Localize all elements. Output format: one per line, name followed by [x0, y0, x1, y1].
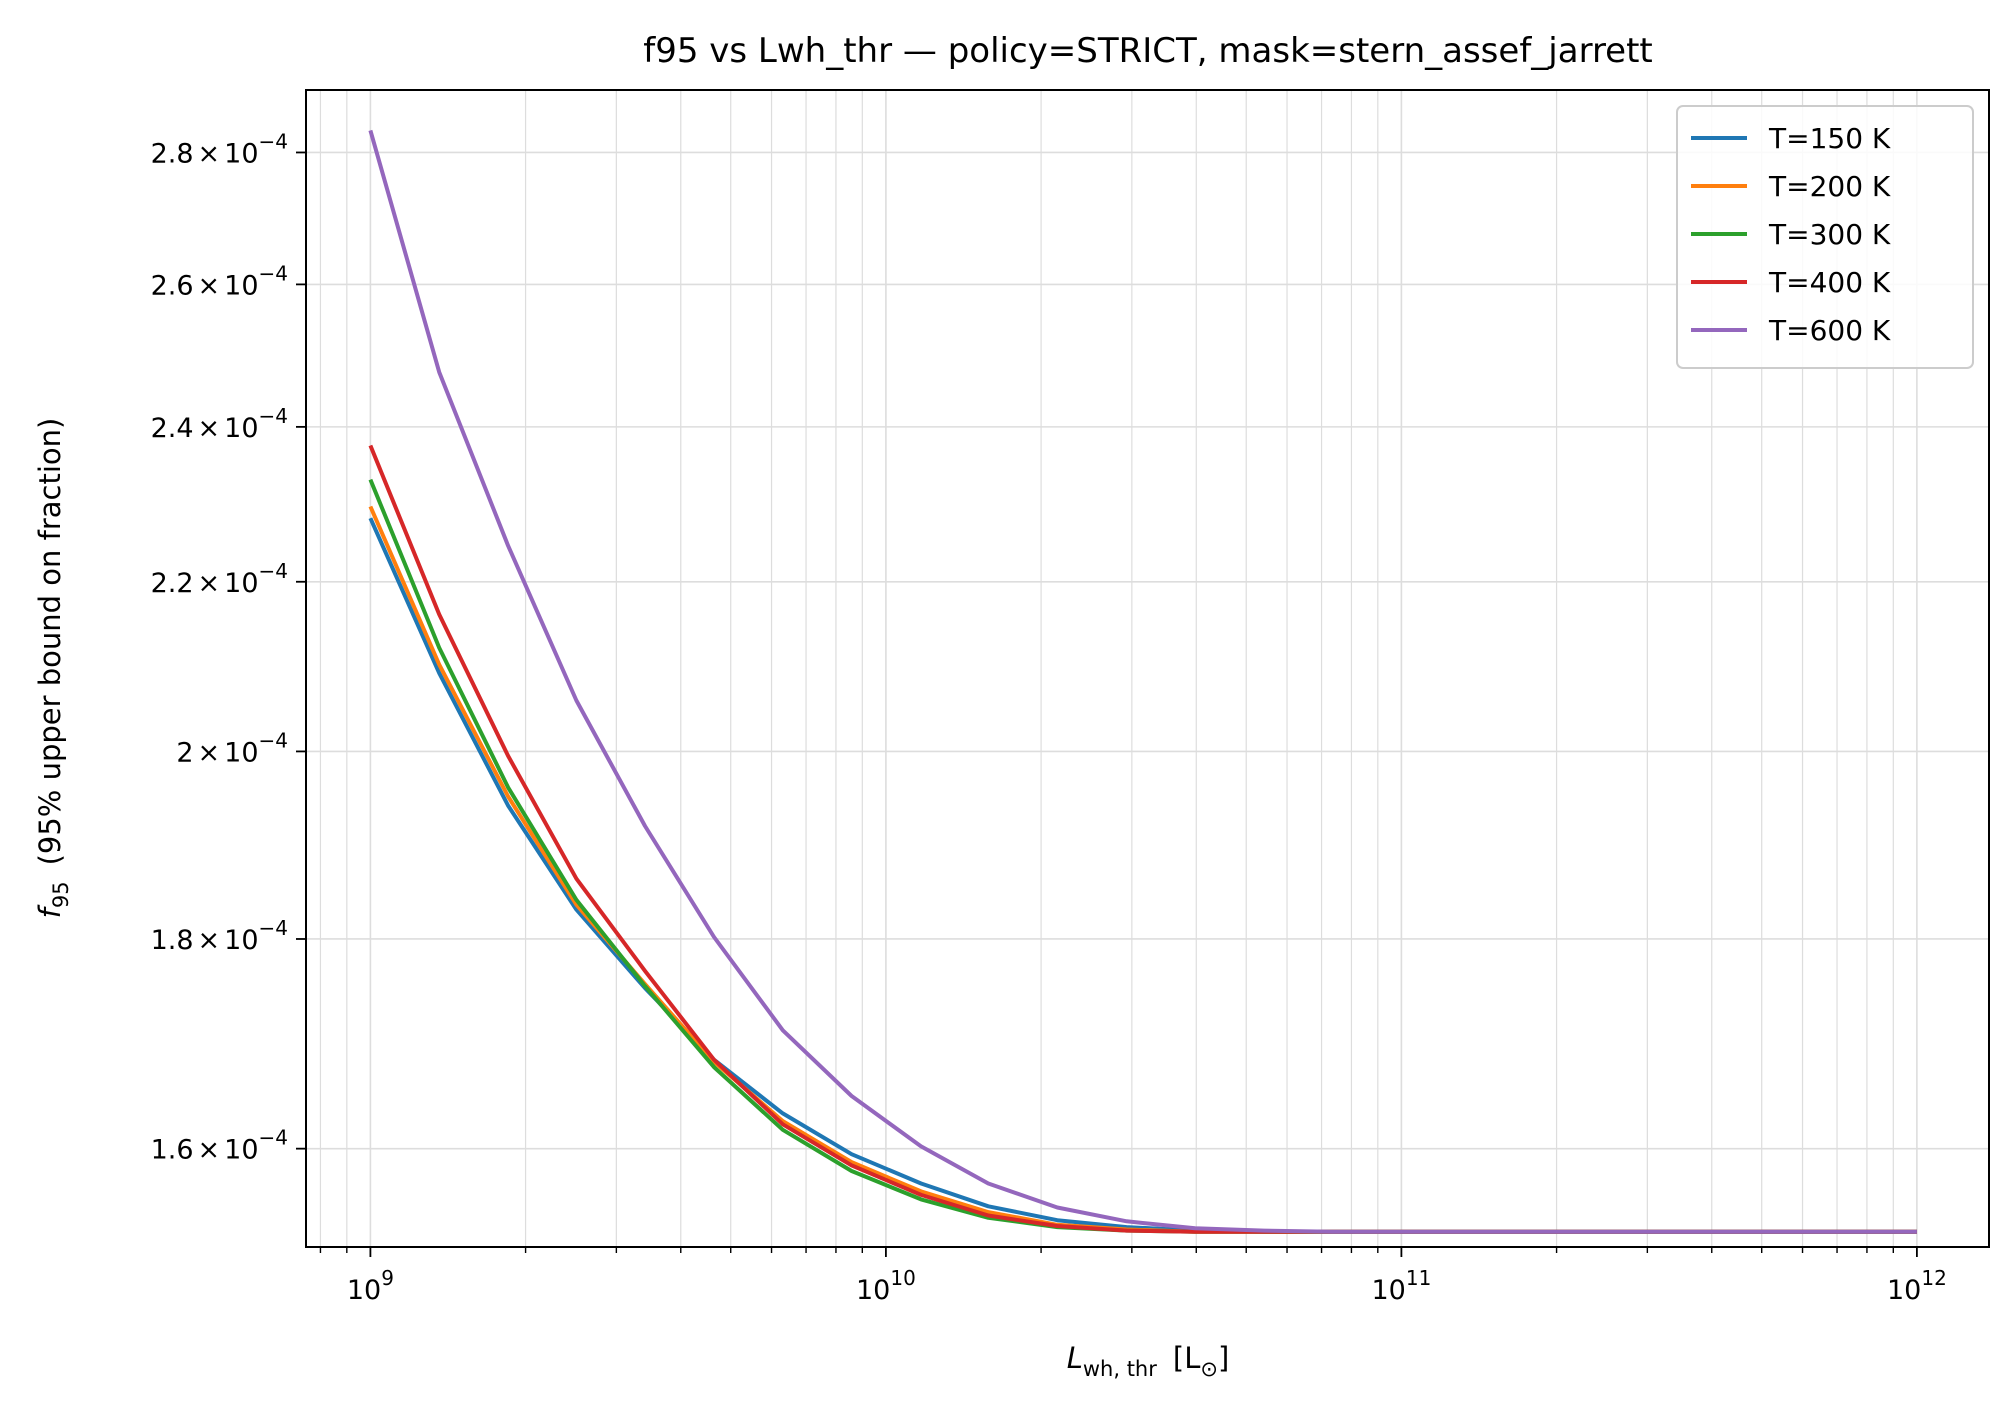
- legend-box: [1676, 105, 1974, 369]
- y-axis: 1.6 × 10−41.8 × 10−42 × 10−42.2 × 10−42.4 × 10−42.…: [151, 129, 306, 1166]
- legend-label-3: T=300 K: [1768, 218, 1891, 251]
- y-tick-times: ×: [198, 413, 221, 444]
- legend-label-1: T=150 K: [1768, 122, 1891, 155]
- y-tick-label: 2.2 × 10−4: [151, 559, 288, 599]
- y-tick-mantissa: 2.4: [151, 413, 194, 444]
- y-axis-label: f95(95% upper bound on fraction): [33, 418, 73, 919]
- y-tick-times: ×: [198, 568, 221, 599]
- x-axis-label: Lwh, thr [L⊙]: [1067, 1341, 1230, 1381]
- y-tick-exponent: −4: [259, 916, 288, 940]
- y-label-sub: 95: [49, 881, 73, 908]
- y-tick-base: 10: [224, 270, 258, 301]
- y-tick-label: 1.6 × 10−4: [151, 1126, 288, 1166]
- y-tick-label: 2.4 × 10−4: [151, 404, 288, 444]
- legend-label-2: T=200 K: [1768, 170, 1891, 203]
- y-tick-times: ×: [198, 1135, 221, 1166]
- x-label-close: ]: [1218, 1341, 1229, 1375]
- chart-title: f95 vs Lwh_thr — policy=STRICT, mask=ste…: [643, 31, 1653, 71]
- y-tick-times: ×: [198, 737, 221, 768]
- y-tick-exponent: −4: [259, 559, 288, 583]
- y-tick-times: ×: [198, 138, 221, 169]
- x-label-sub2: ⊙: [1200, 1357, 1218, 1381]
- x-tick-exponent: 9: [381, 1266, 394, 1290]
- x-tick-exponent: 11: [1406, 1266, 1431, 1290]
- y-tick-label: 2.8 × 10−4: [151, 129, 288, 169]
- y-tick-base: 10: [224, 413, 258, 444]
- y-tick-mantissa: 2: [176, 737, 193, 768]
- x-tick-label: 109: [347, 1266, 394, 1306]
- legend: T=150 K T=200 K T=300 K T=400 K T=600 K: [1676, 105, 1974, 369]
- y-tick-exponent: −4: [259, 1126, 288, 1150]
- x-tick-exponent: 12: [1921, 1266, 1946, 1290]
- x-tick-exponent: 10: [890, 1266, 915, 1290]
- x-axis: 109 1010 1011 1012: [319, 1247, 1947, 1306]
- y-tick-exponent: −4: [259, 728, 288, 752]
- x-tick-base: 10: [1371, 1275, 1405, 1306]
- y-tick-base: 10: [224, 737, 258, 768]
- y-tick-label: 2 × 10−4: [176, 728, 288, 768]
- y-tick-mantissa: 2.6: [151, 270, 194, 301]
- y-tick-base: 10: [224, 1135, 258, 1166]
- x-tick-label: 1010: [856, 1266, 916, 1306]
- y-tick-mantissa: 1.6: [151, 1135, 194, 1166]
- y-tick-label: 1.8 × 10−4: [151, 916, 288, 956]
- y-tick-base: 10: [224, 138, 258, 169]
- y-tick-mantissa: 1.8: [151, 925, 194, 956]
- x-tick-base: 10: [856, 1275, 890, 1306]
- y-tick-mantissa: 2.2: [151, 568, 194, 599]
- y-tick-exponent: −4: [259, 129, 288, 153]
- y-label-rest: (95% upper bound on fraction): [33, 418, 67, 866]
- y-tick-times: ×: [198, 925, 221, 956]
- y-tick-base: 10: [224, 925, 258, 956]
- y-tick-base: 10: [224, 568, 258, 599]
- x-tick-base: 10: [1887, 1275, 1921, 1306]
- x-label-sub: wh, thr: [1083, 1357, 1157, 1381]
- y-tick-exponent: −4: [259, 404, 288, 428]
- y-tick-exponent: −4: [259, 261, 288, 285]
- series-group: [368, 129, 1917, 1234]
- y-tick-times: ×: [198, 270, 221, 301]
- x-tick-base: 10: [347, 1275, 381, 1306]
- x-label-main: L: [1067, 1341, 1083, 1375]
- y-tick-mantissa: 2.8: [151, 138, 194, 169]
- legend-label-4: T=400 K: [1768, 266, 1891, 299]
- y-tick-label: 2.6 × 10−4: [151, 261, 288, 301]
- legend-label-5: T=600 K: [1768, 314, 1891, 347]
- x-label-bracket: [L: [1173, 1341, 1200, 1375]
- plot-frame: [305, 89, 1990, 1248]
- x-tick-label: 1011: [1371, 1266, 1431, 1306]
- series-line-5: [368, 129, 1917, 1234]
- x-tick-label: 1012: [1887, 1266, 1947, 1306]
